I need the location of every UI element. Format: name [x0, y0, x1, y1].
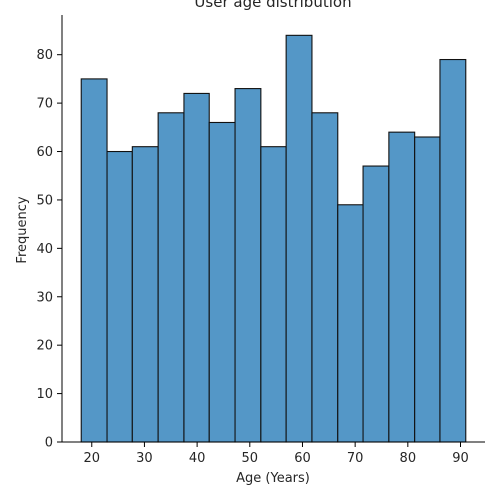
y-axis-label: Frequency: [15, 196, 30, 263]
x-axis-label: Age (Years): [236, 471, 310, 486]
histogram-bar-3: [131, 146, 159, 443]
y-ticks-group: 0 10 20 30 40 50 60 70 80: [36, 48, 62, 451]
histogram-bar-7: [234, 88, 262, 443]
x-tick-label: 90: [452, 451, 469, 466]
histogram-bar-5: [183, 92, 210, 443]
x-ticks-group: 20 30 40 50 60 70 80 90: [83, 442, 469, 466]
y-tick-label: 20: [36, 339, 53, 354]
histogram-bar-9: [285, 34, 313, 443]
x-tick-label: 60: [294, 451, 311, 466]
y-tick-label: 80: [36, 48, 53, 63]
histogram-bar-13: [388, 131, 416, 443]
histogram-bar-4: [157, 112, 185, 443]
y-tick-label: 10: [36, 387, 53, 402]
y-tick-label: 70: [36, 97, 53, 112]
y-tick-label: 40: [36, 242, 53, 257]
histogram-bar-10: [311, 112, 339, 443]
y-tick-label: 30: [36, 290, 53, 305]
histogram-bar-2: [106, 150, 133, 443]
histogram-bar-12: [362, 165, 390, 443]
x-tick-label: 40: [189, 451, 206, 466]
x-tick-label: 80: [400, 451, 417, 466]
chart-title: User age distribution: [194, 0, 351, 11]
x-tick-label: 30: [136, 451, 153, 466]
x-tick-label: 20: [83, 451, 100, 466]
histogram-bar-8: [260, 146, 287, 443]
histogram-bar-6: [208, 121, 236, 443]
histogram-bar-15: [439, 58, 467, 443]
histogram-bar-1: [80, 78, 108, 443]
histogram-bar-11: [337, 204, 364, 443]
histogram-bar-14: [414, 136, 441, 443]
y-tick-label: 50: [36, 193, 53, 208]
bars-group: [80, 34, 467, 443]
x-tick-label: 50: [242, 451, 259, 466]
y-tick-label: 60: [36, 145, 53, 160]
x-tick-label: 70: [347, 451, 364, 466]
y-tick-label: 0: [45, 436, 53, 451]
